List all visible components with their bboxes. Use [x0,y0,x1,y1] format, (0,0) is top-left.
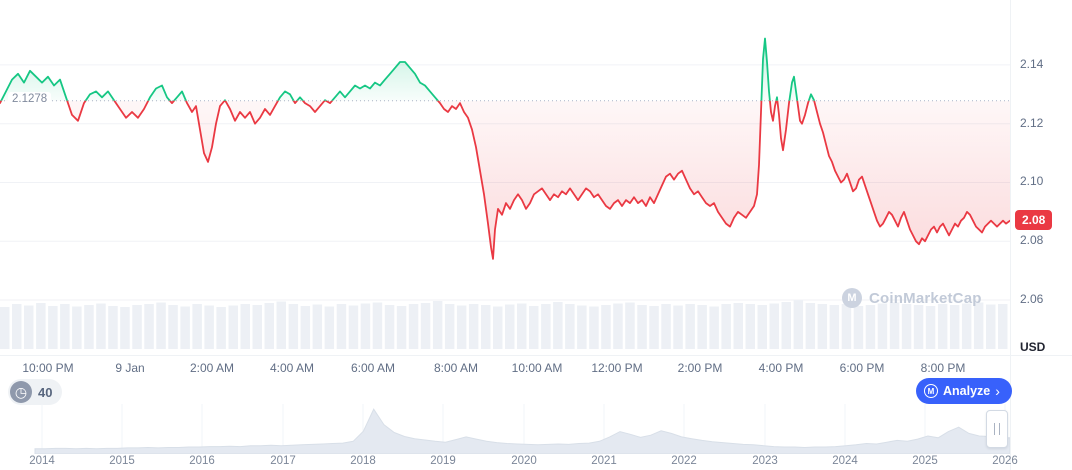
x-axis-tick-label: 8:00 AM [433,361,479,375]
analyze-button-label: Analyze [943,384,991,398]
chevron-right-icon: › [995,383,1000,399]
update-countdown-timer: ◷ 40 [8,379,63,405]
year-tick-label: 2020 [511,455,537,467]
x-axis-tick-label: 10:00 PM [22,361,74,375]
x-axis: 10:00 PM 9 Jan 2:00 AM 4:00 AM 6:00 AM 8:00 A… [0,356,1010,378]
timeline-navigator[interactable] [0,404,1010,454]
year-tick-label: 2021 [591,455,617,467]
baseline-price-label: 2.1278 [8,92,52,106]
x-axis-tick-label: 2:00 AM [189,361,235,375]
y-axis-tick-label: 2.12 [1020,116,1044,130]
coinmarketcap-logo-icon: M [842,288,862,308]
x-axis-tick-label: 6:00 AM [350,361,396,375]
navigator-drag-handle[interactable] [986,410,1008,448]
y-axis-tick-label: 2.06 [1020,292,1044,306]
x-axis-tick-label: 8:00 PM [920,361,966,375]
year-tick-label: 2017 [270,455,296,467]
currency-unit-label: USD [1020,340,1046,354]
analyze-button[interactable]: M Analyze › [916,378,1012,404]
navigator-area-chart[interactable] [0,404,1010,454]
year-tick-label: 2016 [189,455,215,467]
year-tick-label: 2023 [752,455,778,467]
year-tick-label: 2015 [109,455,135,467]
drag-grip-icon [994,423,1000,435]
countdown-value: 40 [38,384,53,400]
x-axis-tick-label: 2:00 PM [677,361,723,375]
x-axis-tick-label: 6:00 PM [839,361,885,375]
x-axis-tick-label: 12:00 PM [591,361,643,375]
y-axis-tick-label: 2.14 [1020,57,1044,71]
y-axis-tick-label: 2.10 [1020,174,1044,188]
clock-icon: ◷ [10,381,32,403]
coinmarketcap-mini-logo-icon: M [924,384,938,398]
year-tick-label: 2014 [29,455,55,467]
year-tick-label: 2026 [992,455,1018,467]
watermark-text: CoinMarketCap [869,289,982,307]
y-axis-tick-label: 2.08 [1020,233,1044,247]
x-axis-tick-label: 4:00 PM [758,361,804,375]
axis-left-divider [1010,0,1011,470]
chart-bottom-divider [0,355,1072,356]
year-tick-label: 2024 [832,455,858,467]
x-axis-tick-label: 4:00 AM [269,361,315,375]
year-tick-label: 2025 [912,455,938,467]
main-price-chart[interactable]: 2.1278 M CoinMarketCap [0,0,1010,355]
coinmarketcap-watermark: M CoinMarketCap [842,288,982,308]
year-tick-label: 2022 [671,455,697,467]
year-tick-label: 2019 [430,455,456,467]
y-axis: 2.08 USD 2.14 2.12 2.10 2.08 2.06 [1010,0,1072,355]
current-price-badge: 2.08 [1015,210,1053,230]
year-tick-label: 2018 [350,455,376,467]
year-axis: 2014 2015 2016 2017 2018 2019 2020 2021 2022 2023… [0,453,1072,470]
price-line-chart[interactable] [0,0,1010,355]
x-axis-tick-label: 9 Jan [115,361,145,375]
x-axis-tick-label: 10:00 AM [511,361,563,375]
